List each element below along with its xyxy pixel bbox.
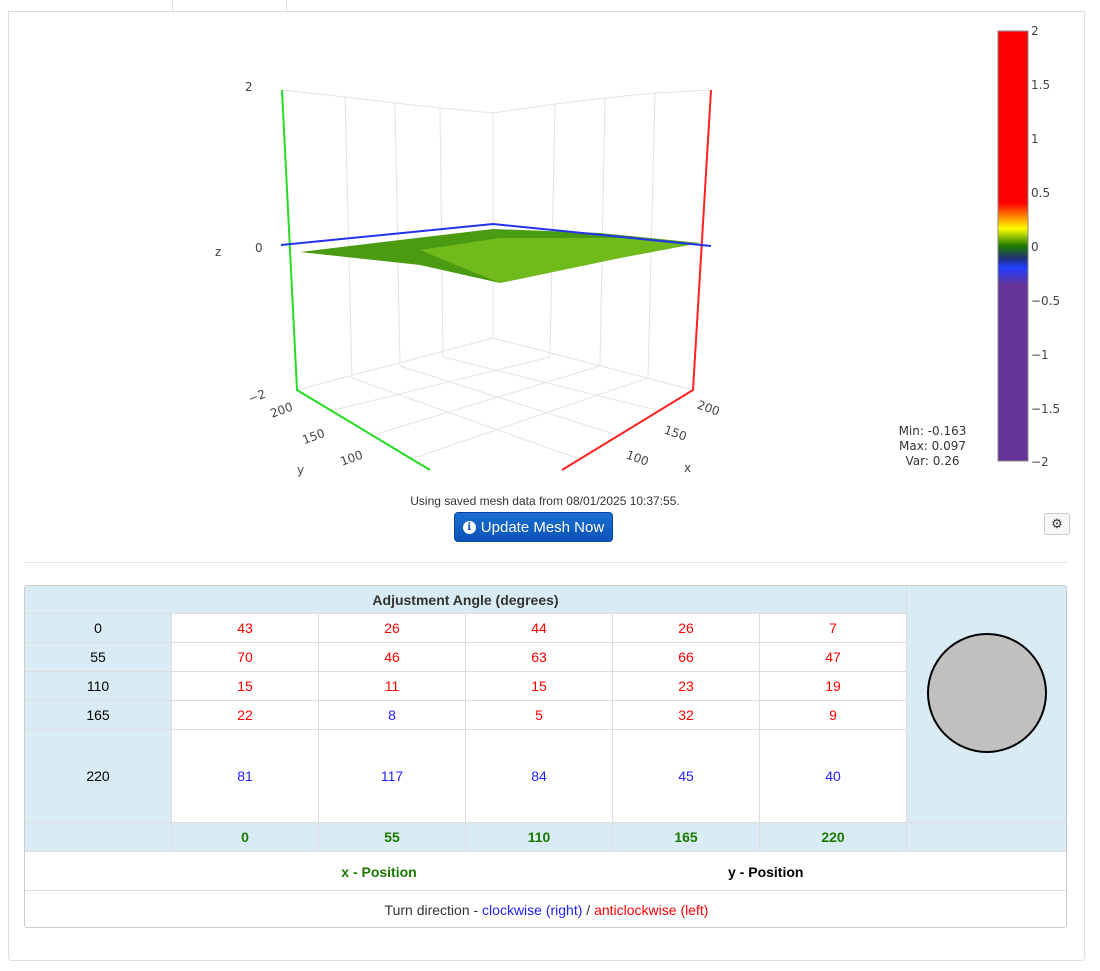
stat-var: Var: 0.26 [905,454,960,468]
angle-cell: 70 [172,643,319,672]
colorbar-tick: 1.5 [1031,78,1050,92]
x-position-label: 0 [172,823,319,852]
angle-cell: 5 [466,701,613,730]
info-icon: i [462,520,476,534]
x-position-label: 220 [760,823,907,852]
saved-mesh-message: Using saved mesh data from 08/01/2025 10… [410,494,680,508]
divider [24,562,1067,563]
x-tick: 100 [624,448,650,469]
x-position-blank [907,823,1066,852]
angle-cell: 11 [319,672,466,701]
stat-min: Min: -0.163 [898,424,967,438]
colorbar-tick: −2 [1031,455,1049,469]
update-mesh-label: Update Mesh Now [480,518,605,536]
row-label: 110 [25,672,172,701]
turn-separator: / [582,902,595,918]
y-axis-label: y [297,463,304,477]
angle-cell: 81 [172,730,319,823]
row-label: 165 [25,701,172,730]
angle-cell: 45 [613,730,760,823]
z-tick: 2 [245,80,253,94]
angle-cell: 84 [466,730,613,823]
x-tick: 150 [662,423,688,444]
turn-direction: Turn direction - clockwise (right) / ant… [25,891,1066,927]
x-position-label: 55 [319,823,466,852]
angle-cell: 66 [613,643,760,672]
angle-cell: 9 [760,701,907,730]
y-tick: 150 [300,426,326,447]
x-position-corner [25,823,172,852]
angle-cell: 63 [466,643,613,672]
angle-cell: 43 [172,614,319,643]
angle-cell: 26 [613,614,760,643]
angle-cell: 117 [319,730,466,823]
mesh-stats: Min: -0.163 Max: 0.097 Var: 0.26 [880,424,985,469]
angle-cell: 15 [466,672,613,701]
angle-cell: 32 [613,701,760,730]
angle-cell: 7 [760,614,907,643]
colorbar-tick: 0 [1031,240,1039,254]
mesh-3d-plot[interactable]: 2 0 −2 z 200 150 100 y 200 150 100 x 2 1… [0,0,1100,560]
angle-cell: 47 [760,643,907,672]
update-mesh-button[interactable]: i Update Mesh Now [454,512,613,542]
colorbar-tick: −0.5 [1031,294,1060,308]
colorbar-tick: 2 [1031,24,1039,38]
z-axis-label: z [215,245,221,259]
turn-turn-prefix: Turn direction - [384,902,483,918]
turn-clockwise: clockwise (right) [482,902,583,918]
colorbar-tick: −1 [1031,348,1049,362]
z-tick: 0 [255,241,263,255]
colorbar-tick: 0.5 [1031,186,1050,200]
colorbar [997,30,1029,462]
table-title: Adjustment Angle (degrees) [25,586,907,614]
adjustment-table: Adjustment Angle (degrees) 0 43 26 44 26 7 55 70… [24,585,1067,928]
angle-cell: 40 [760,730,907,823]
stat-max: Max: 0.097 [898,439,967,453]
x-position-label: 165 [613,823,760,852]
settings-button[interactable]: ⚙ [1044,513,1070,535]
row-label: 55 [25,643,172,672]
angle-cell: 26 [319,614,466,643]
y-legend: y - Position [728,863,804,880]
colorbar-tick: 1 [1031,132,1039,146]
colorbar-ticks: 2 1.5 1 0.5 0 −0.5 −1 −1.5 −2 [1031,24,1060,469]
x-axis-label: x [684,461,691,475]
row-label: 220 [25,730,172,823]
angle-cell: 23 [613,672,760,701]
angle-cell: 22 [172,701,319,730]
level-indicator-circle [927,633,1047,753]
x-legend: x - Position [341,863,417,880]
y-tick: 200 [268,400,294,421]
angle-cell: 44 [466,614,613,643]
angle-cell: 15 [172,672,319,701]
row-label: 0 [25,614,172,643]
zero-plane-outline [280,222,712,247]
x-position-label: 110 [466,823,613,852]
angle-cell: 19 [760,672,907,701]
y-tick: 100 [338,448,364,469]
z-axis-green [281,89,431,471]
angle-cell: 46 [319,643,466,672]
x-tick: 200 [695,398,721,419]
gear-icon: ⚙ [1051,516,1063,531]
z-axis-red [561,89,712,471]
legend-row [25,852,1066,891]
angle-cell: 8 [319,701,466,730]
turn-anticlockwise: anticlockwise (left) [594,902,709,918]
z-tick: −2 [246,387,267,406]
colorbar-tick: −1.5 [1031,402,1060,416]
